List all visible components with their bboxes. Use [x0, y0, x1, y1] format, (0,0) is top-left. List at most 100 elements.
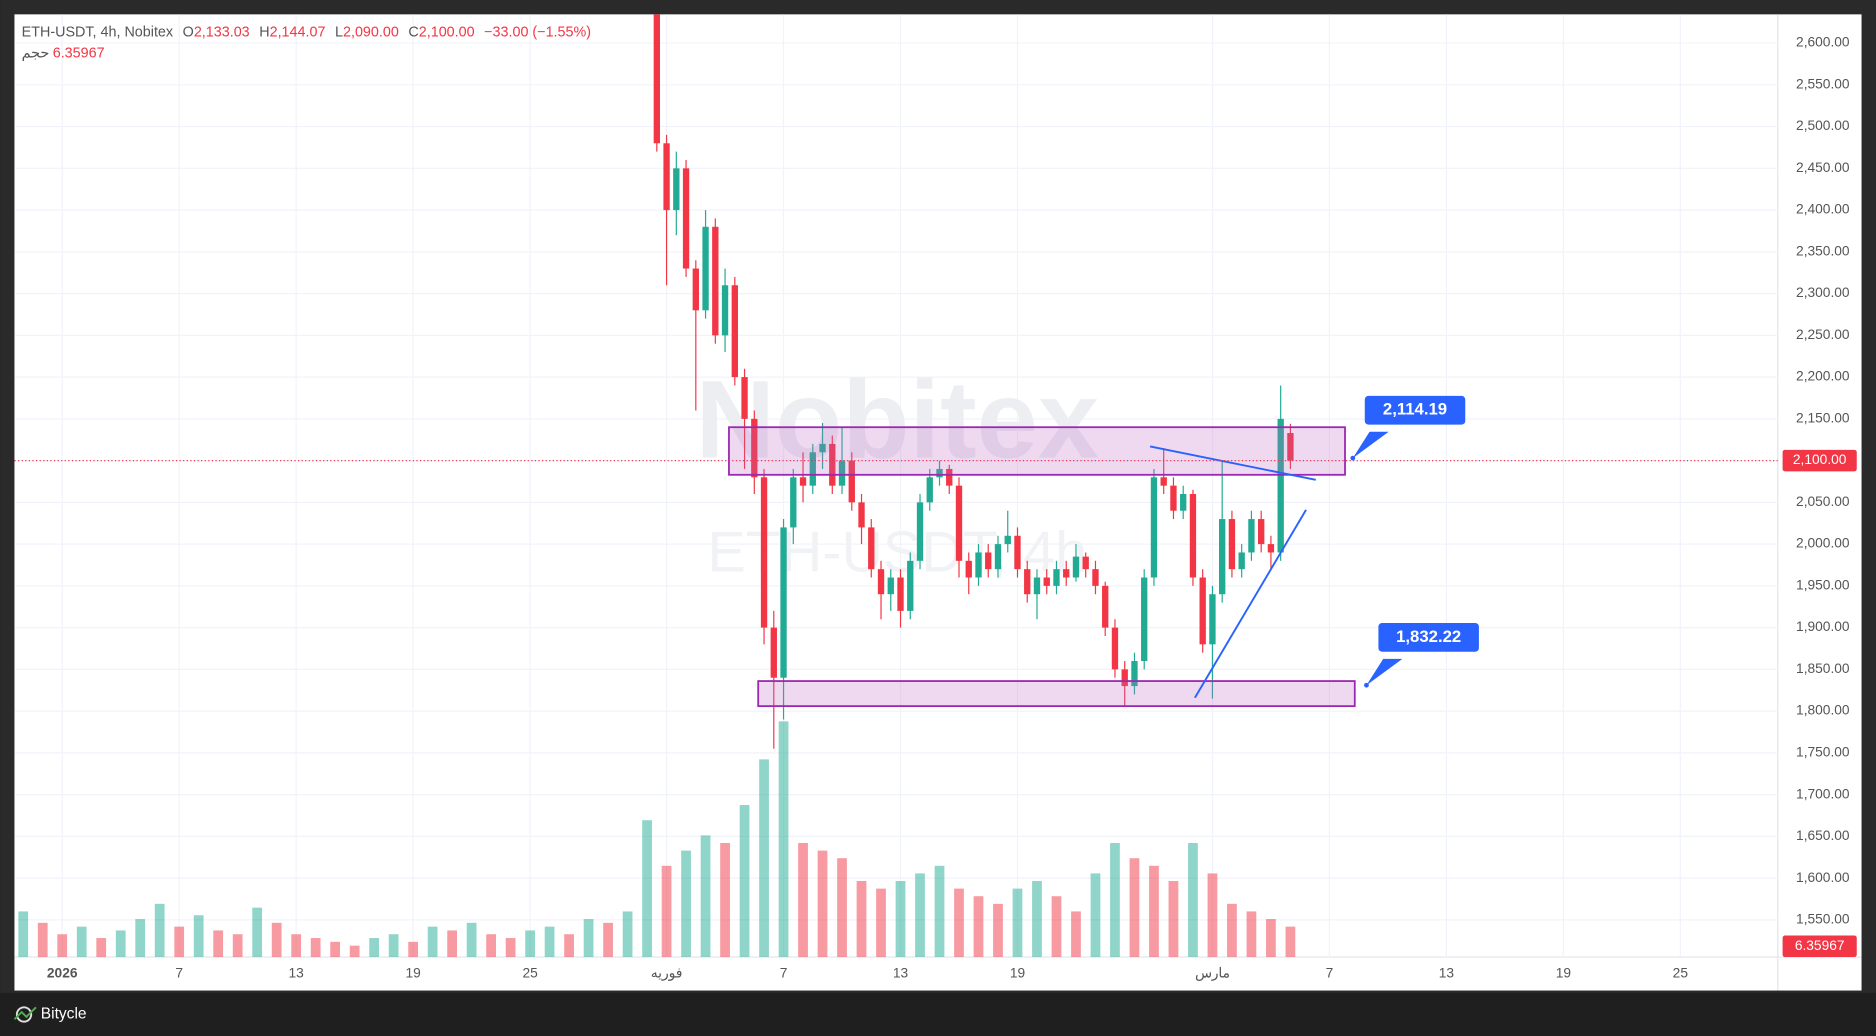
candle-body — [702, 226, 709, 311]
candle-body — [1033, 577, 1041, 595]
candle-body — [1004, 535, 1011, 545]
y-tick-label: 2,600.00 — [1796, 35, 1850, 50]
volume-bar — [1012, 888, 1023, 958]
footer-logo-mark — [13, 1006, 37, 1020]
volume-bar — [1266, 919, 1276, 958]
trendline — [1194, 509, 1307, 699]
candle-body — [858, 502, 865, 528]
y-tick-label: 2,000.00 — [1796, 536, 1850, 551]
candle-body — [975, 552, 982, 578]
last-volume-box — [1782, 935, 1857, 958]
x-tick-label: 13 — [289, 965, 305, 980]
candle-body — [1063, 569, 1070, 578]
volume-value: 6.35967 — [53, 46, 105, 62]
callout-anchor — [1350, 455, 1356, 461]
volume-bar — [759, 759, 769, 958]
candle-body — [829, 443, 836, 486]
volume-bar — [388, 934, 399, 958]
candle-body — [731, 285, 738, 378]
callout-label: 2,114.19 — [1383, 400, 1447, 419]
volume-bar — [310, 938, 321, 958]
candle-body — [790, 477, 797, 528]
x-tick-label: 19 — [405, 965, 420, 980]
callout-label: 1,832.22 — [1396, 627, 1461, 646]
candle-body — [692, 268, 699, 311]
candle-body — [985, 552, 992, 570]
candle-body — [1102, 585, 1109, 628]
candle-body — [682, 168, 690, 269]
y-tick-label: 1,700.00 — [1796, 786, 1850, 801]
symbol: ETH-USDT, 4h, Nobitex — [22, 24, 174, 40]
last-price-box — [1782, 449, 1857, 472]
volume-bar — [252, 907, 263, 958]
candle-body — [868, 527, 875, 570]
candle-body — [1131, 661, 1138, 687]
y-tick-label: 2,300.00 — [1796, 285, 1850, 300]
candle-body — [1189, 494, 1197, 578]
zone — [757, 680, 1356, 708]
y-tick-label: 2,350.00 — [1796, 243, 1850, 258]
volume-bar — [856, 881, 867, 958]
volume-key: حجم — [22, 46, 50, 62]
volume-bar — [1207, 873, 1218, 958]
volume-bar — [37, 922, 48, 958]
candle-body — [1238, 552, 1245, 570]
footer-bar — [0, 992, 1876, 1036]
change: −33.00 (−1.55%) — [484, 24, 591, 40]
volume-bar — [291, 934, 302, 958]
candle-body — [780, 527, 787, 678]
x-tick-label: 7 — [175, 965, 183, 980]
candle-body — [1121, 669, 1128, 687]
callout-box — [1378, 623, 1479, 652]
y-tick-label: 1,800.00 — [1796, 703, 1850, 718]
volume-bar — [369, 938, 380, 958]
candle-body — [907, 560, 914, 611]
ohlc-value: 2,090.00 — [343, 24, 399, 40]
volume-bar — [661, 865, 672, 958]
callout-box — [1364, 395, 1466, 425]
last-price-label: 2,100.00 — [1793, 452, 1847, 467]
volume-bar — [96, 938, 107, 958]
volume-bar — [876, 888, 886, 958]
y-tick-label: 2,150.00 — [1796, 410, 1850, 425]
y-tick-label: 1,850.00 — [1796, 661, 1850, 676]
candle-body — [770, 627, 777, 678]
volume-bar — [681, 850, 691, 958]
volume-bar — [232, 934, 243, 958]
volume-bar — [154, 903, 165, 958]
volume-bar — [1032, 881, 1042, 958]
volume-bar — [642, 820, 652, 958]
footer-logo — [15, 1006, 33, 1023]
volume-bar — [1168, 881, 1179, 958]
volume-bar — [1090, 873, 1101, 958]
candle-body — [936, 468, 943, 478]
volume-bar — [798, 843, 808, 958]
candle-body — [1287, 433, 1294, 461]
watermark-sub: ETH-USDT, 4h — [708, 520, 1088, 584]
volume-bar — [213, 930, 224, 958]
candle-body — [799, 477, 807, 486]
volume-bar — [408, 941, 419, 958]
volume-bar — [135, 919, 146, 958]
volume-bar — [18, 911, 29, 958]
y-tick-label: 1,600.00 — [1796, 870, 1850, 885]
volume-bar — [349, 945, 360, 958]
y-tick-label: 1,950.00 — [1796, 577, 1850, 592]
volume-bar — [486, 934, 496, 958]
volume-bar — [505, 938, 516, 958]
ohlc-value: 2,133.03 — [194, 24, 250, 40]
candle-body — [955, 485, 963, 561]
zone — [728, 426, 1346, 476]
volume-bar — [115, 930, 126, 958]
volume-bar — [193, 915, 204, 958]
ohlc-value: 2,144.07 — [270, 24, 326, 40]
volume-bar — [271, 922, 282, 958]
x-tick-label: مارس — [1195, 965, 1230, 981]
volume-bar — [564, 934, 574, 958]
candle-body — [1141, 577, 1148, 662]
volume-bar — [622, 911, 633, 958]
volume-bar — [739, 804, 750, 958]
candle-body — [897, 577, 904, 611]
